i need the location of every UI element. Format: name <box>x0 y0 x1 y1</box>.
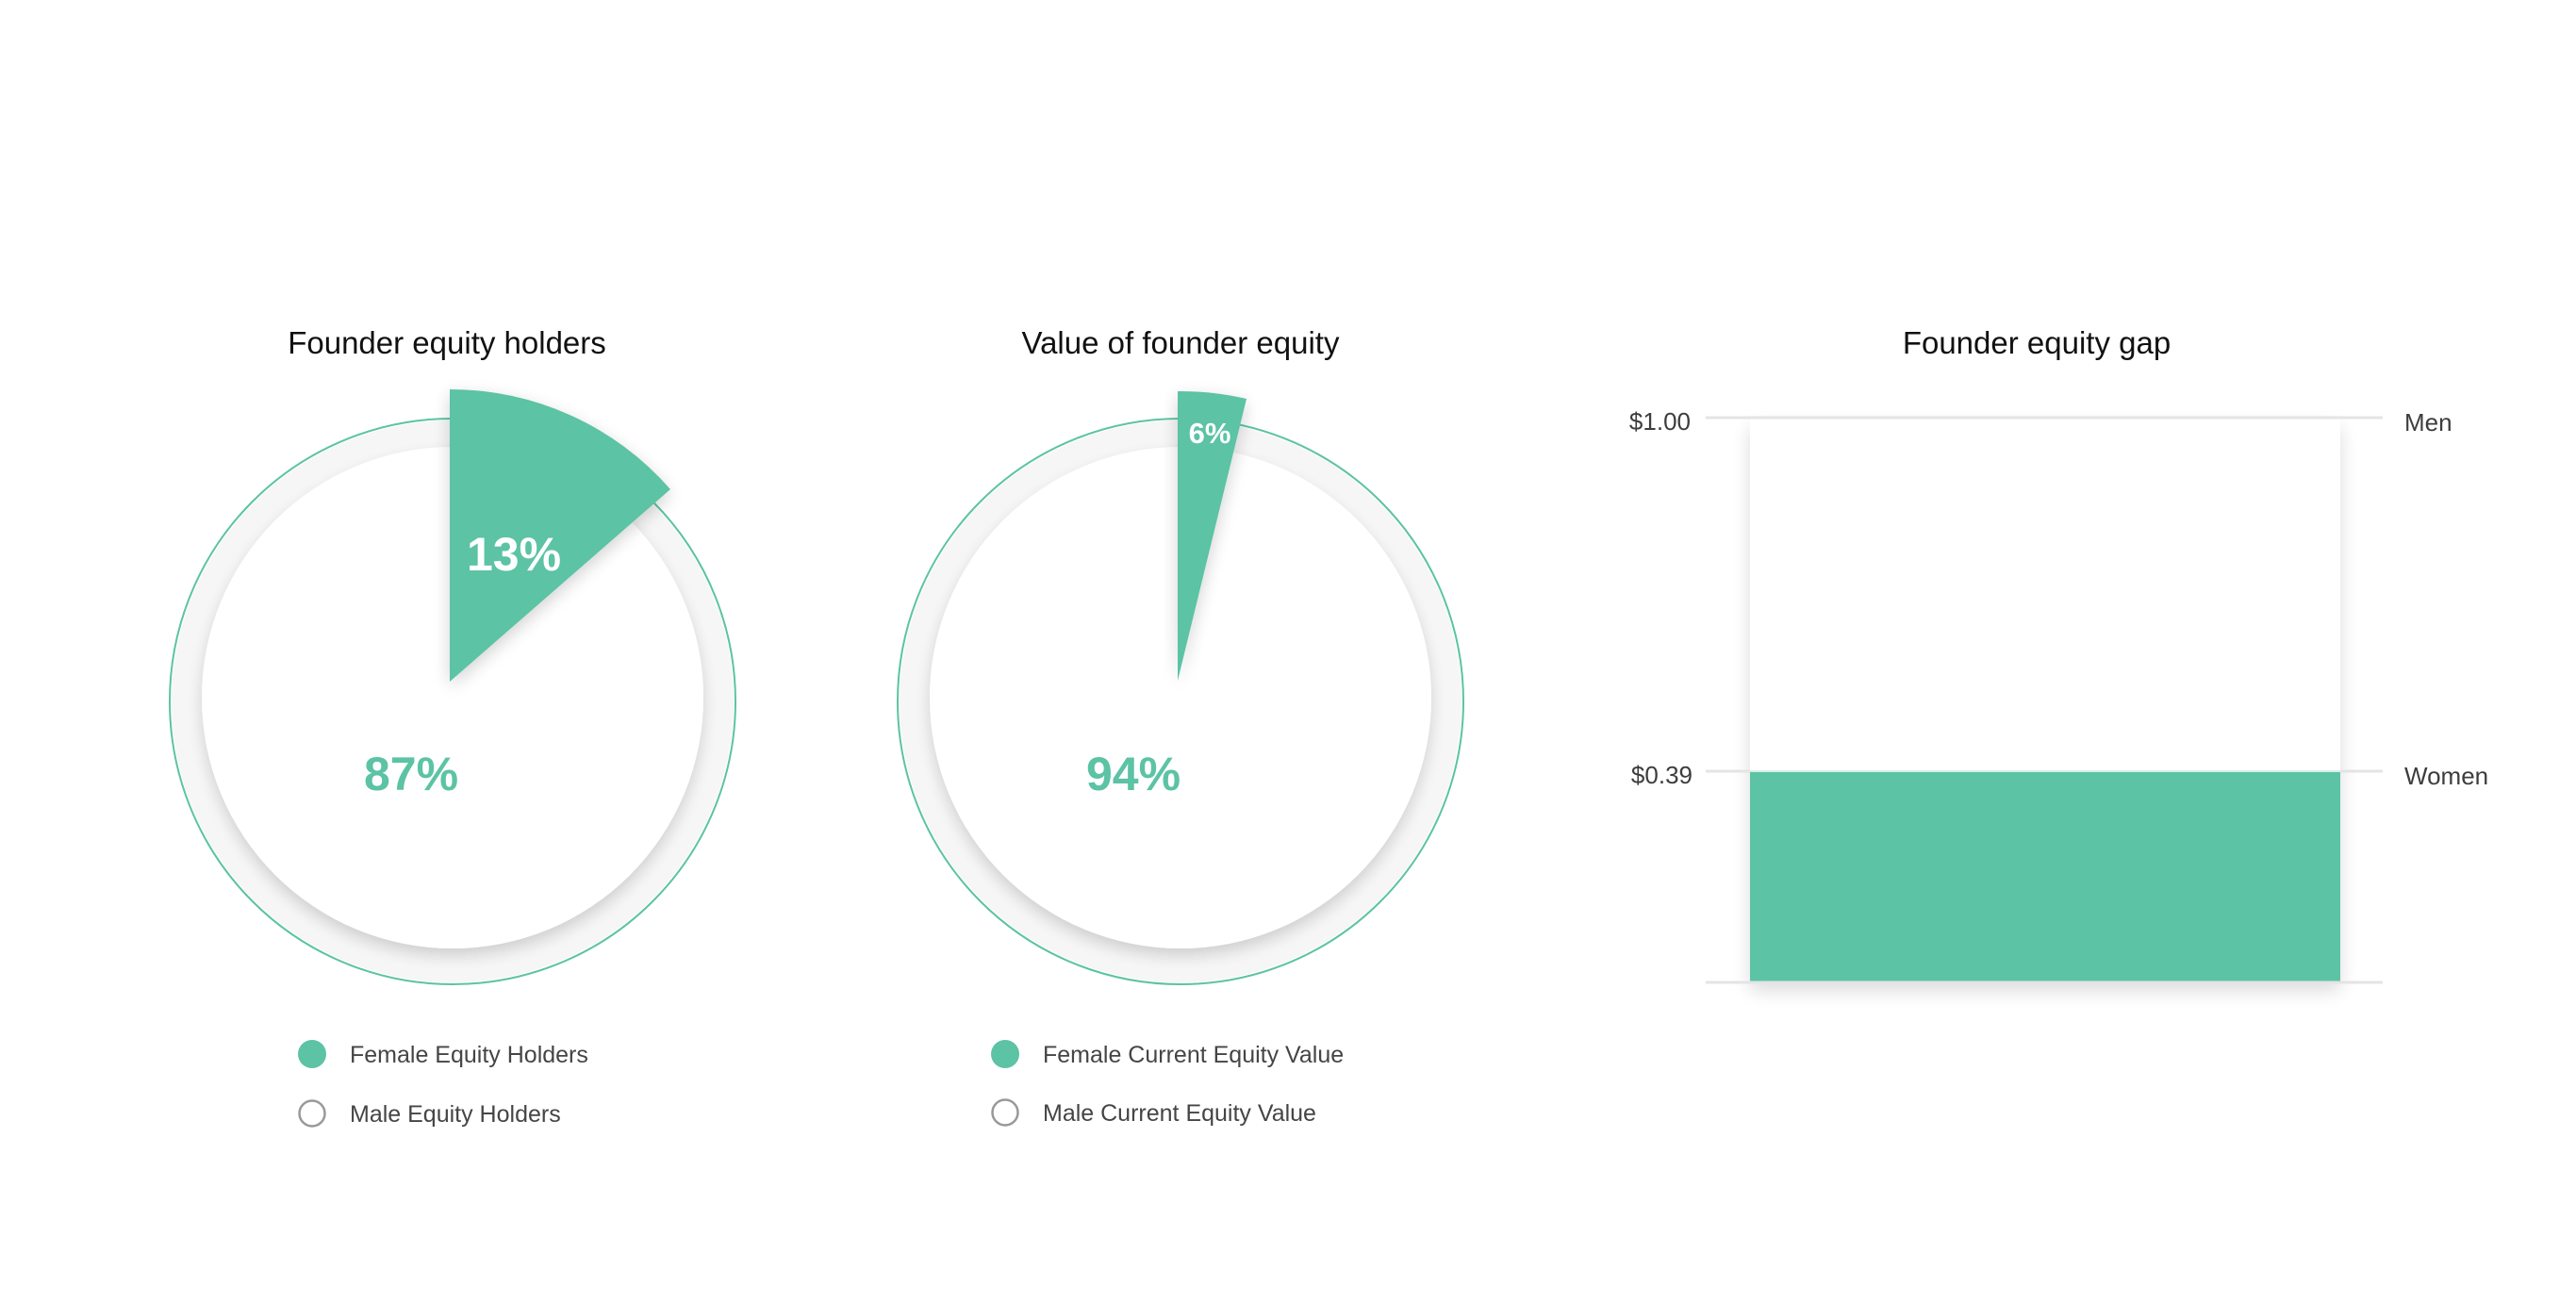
legend-label: Male Equity Holders <box>350 1101 561 1128</box>
legend-label: Male Current Equity Value <box>1043 1100 1316 1127</box>
series-label-women: Women <box>2404 762 2488 790</box>
pie-male-segment[interactable] <box>202 447 703 948</box>
pie-chart-holders: Founder equity holders 13% 87% Female Eq… <box>169 325 736 1128</box>
series-label-men: Men <box>2404 408 2452 437</box>
y-tick-label: $1.00 <box>1629 407 1691 436</box>
pie-chart-value: Value of founder equity 6% 94% Female Cu… <box>897 325 1464 1127</box>
legend-item-female[interactable]: Female Equity Holders <box>298 1040 588 1068</box>
female-percentage-label: 6% <box>1189 417 1231 450</box>
male-percentage-label: 94% <box>1086 748 1181 800</box>
bar-women[interactable] <box>1750 771 2340 981</box>
pie-female-slice[interactable] <box>1178 390 1247 681</box>
chart-title-holders: Founder equity holders <box>288 325 606 360</box>
chart-title-value: Value of founder equity <box>1022 325 1340 360</box>
pie-male-segment[interactable] <box>930 447 1431 948</box>
legend-item-female[interactable]: Female Current Equity Value <box>991 1040 1344 1068</box>
filled-circle-icon <box>298 1040 326 1068</box>
filled-circle-icon <box>991 1040 1019 1068</box>
legend-value: Female Current Equity Value Male Current… <box>991 1040 1344 1127</box>
pie-female-slice[interactable] <box>450 388 670 682</box>
chart-title-gap: Founder equity gap <box>1903 325 2171 360</box>
y-tick-label: $0.39 <box>1631 761 1693 789</box>
legend-holders: Female Equity Holders Male Equity Holder… <box>298 1040 588 1128</box>
bar-chart-gap: Founder equity gap $1.00 $0.39 Men Women <box>1629 325 2488 984</box>
hollow-circle-icon <box>991 1098 1019 1127</box>
male-percentage-label: 87% <box>364 748 458 800</box>
legend-label: Female Current Equity Value <box>1043 1042 1344 1068</box>
hollow-circle-icon <box>298 1099 326 1128</box>
female-percentage-label: 13% <box>467 528 561 581</box>
legend-label: Female Equity Holders <box>350 1042 588 1068</box>
legend-item-male[interactable]: Male Current Equity Value <box>991 1098 1316 1128</box>
legend-item-male[interactable]: Male Equity Holders <box>298 1099 561 1129</box>
